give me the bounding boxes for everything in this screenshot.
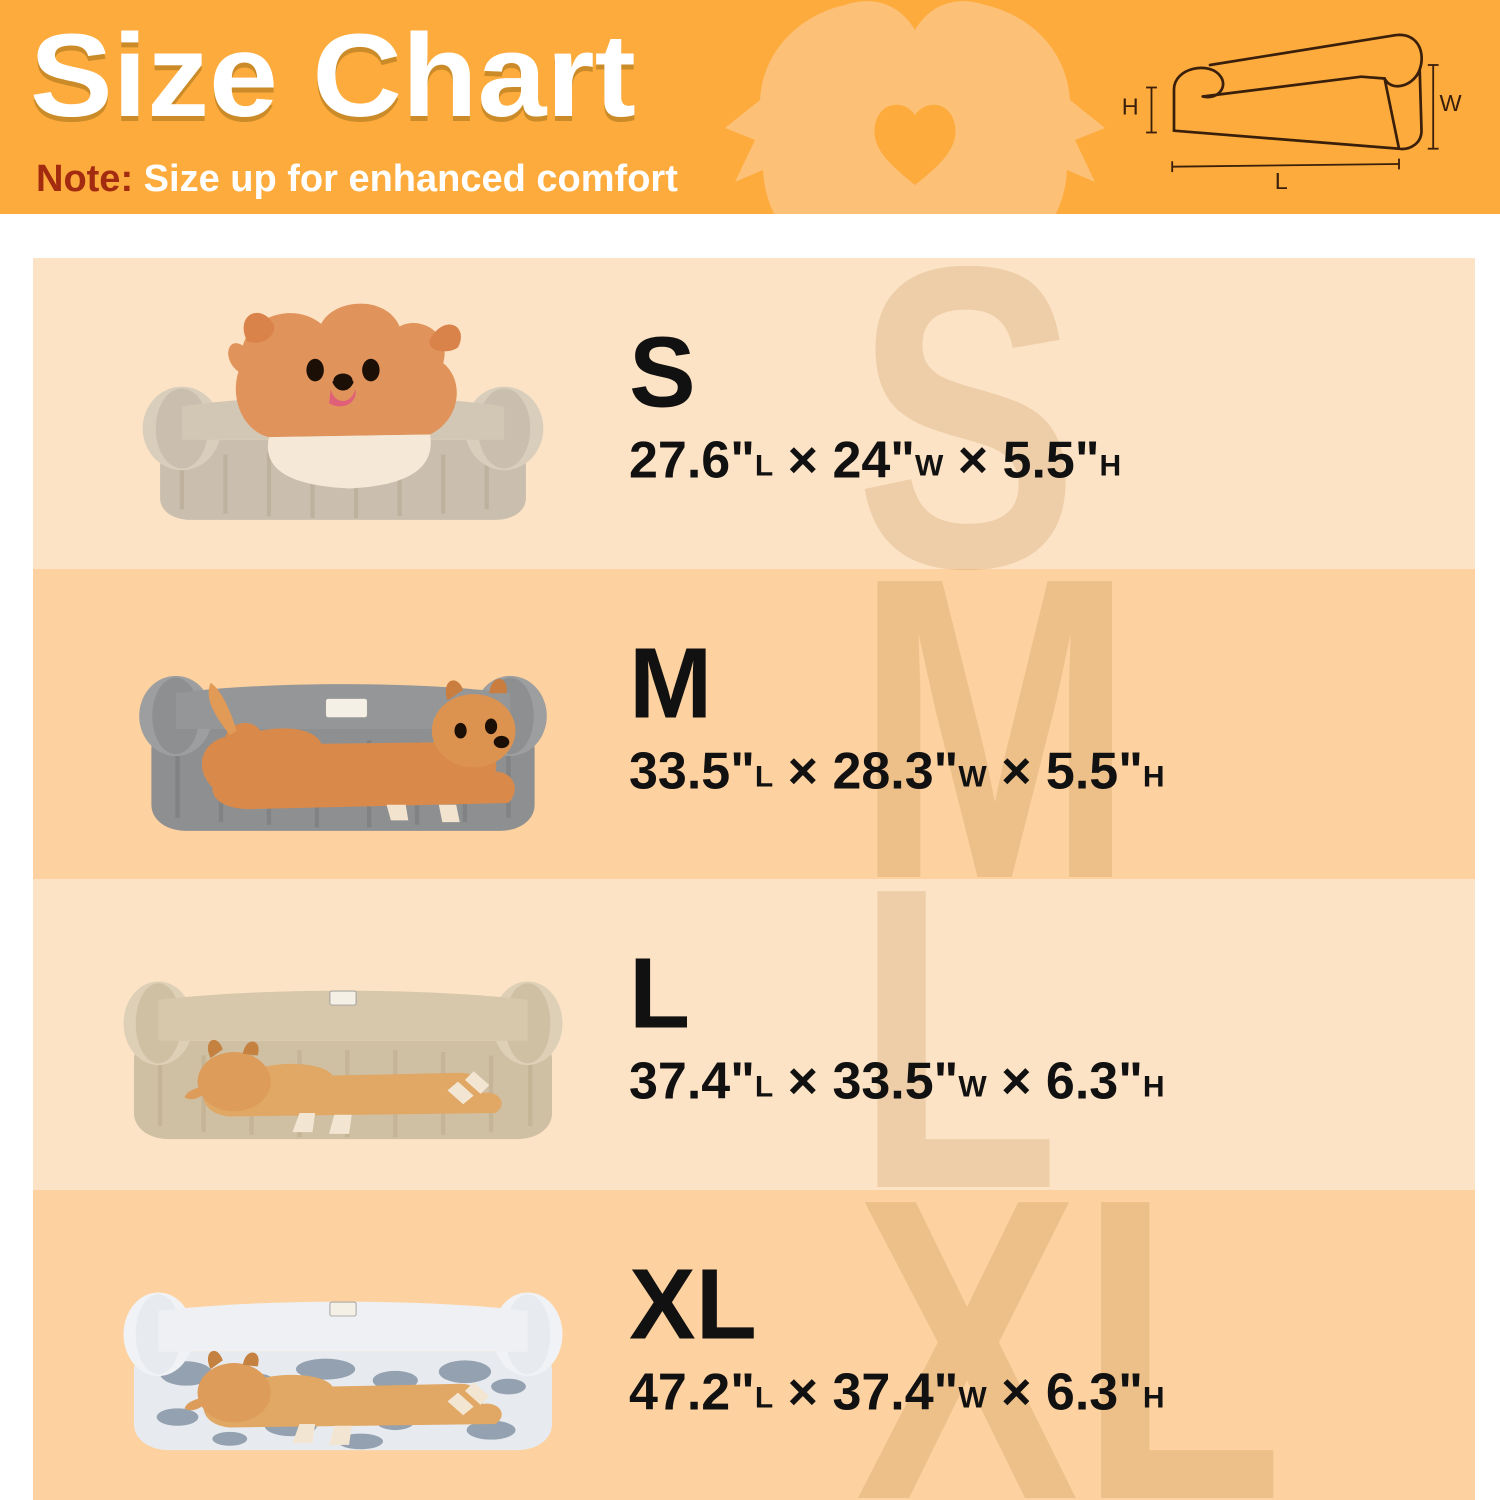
svg-text:W: W: [1440, 90, 1462, 116]
svg-text:H: H: [1122, 94, 1139, 120]
svg-text:L: L: [1275, 168, 1288, 194]
